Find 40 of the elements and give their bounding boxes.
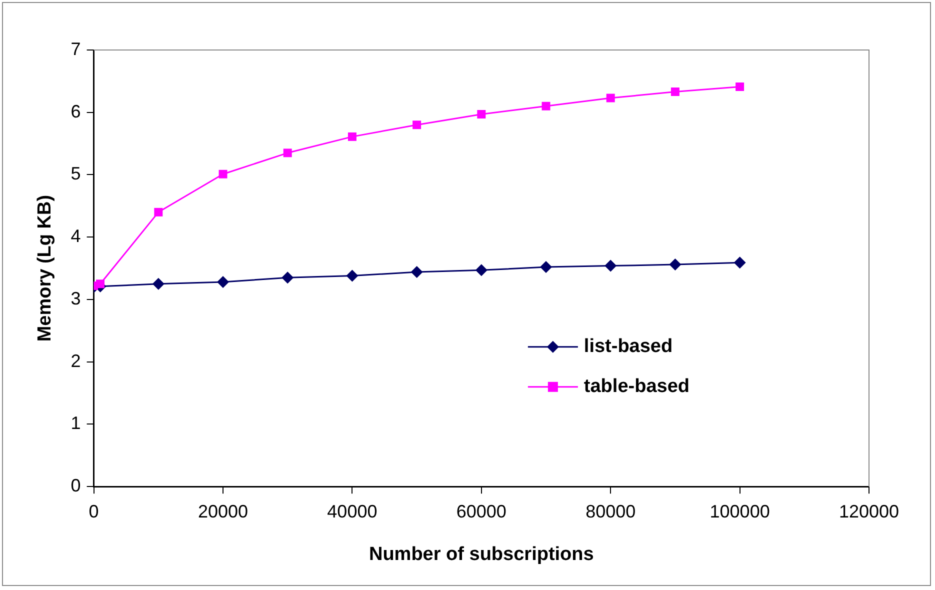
point [604, 260, 617, 272]
point [477, 110, 486, 118]
point [410, 266, 423, 278]
point [154, 208, 163, 216]
x-tick-label: 120000 [838, 501, 900, 522]
point [96, 280, 105, 288]
x-tick-label: 100000 [710, 501, 770, 522]
y-tick-label: 7 [70, 38, 81, 59]
y-tick-label: 4 [70, 226, 81, 246]
x-tick-label: 40000 [327, 501, 378, 522]
point [348, 132, 356, 141]
point [606, 94, 615, 102]
x-axis-title: Number of subscriptions [368, 544, 594, 565]
y-tick-label: 1 [70, 413, 81, 434]
point [152, 278, 164, 290]
point [283, 148, 292, 158]
x-tick-label: 0 [88, 501, 99, 522]
y-tick-label: 3 [70, 288, 81, 308]
y-axis-title: Memory (Lg KB) [34, 194, 56, 342]
point [475, 264, 488, 276]
point [346, 270, 358, 282]
legend-label: list-based [584, 336, 673, 358]
point [736, 82, 744, 92]
y-tick-label: 0 [70, 476, 81, 496]
point [217, 276, 230, 288]
point [412, 120, 422, 130]
x-tick-label: 60000 [456, 501, 506, 522]
point [734, 256, 746, 269]
point [282, 272, 294, 284]
legend-label: table-based [584, 376, 690, 398]
point [540, 261, 552, 274]
y-tick-label: 6 [70, 101, 81, 122]
point [669, 258, 682, 271]
y-tick-label: 2 [70, 350, 81, 371]
point [670, 88, 680, 96]
x-tick-label: 20000 [198, 501, 248, 522]
point [542, 102, 550, 110]
y-tick-label: 5 [70, 164, 81, 184]
point [218, 170, 228, 178]
x-tick-label: 80000 [586, 501, 636, 522]
